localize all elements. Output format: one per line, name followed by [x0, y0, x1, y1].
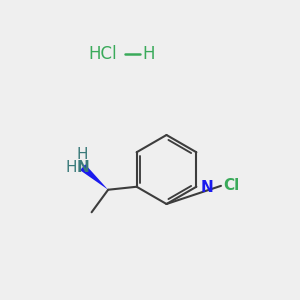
Text: N: N — [200, 180, 213, 195]
Text: HCl: HCl — [88, 45, 117, 63]
Polygon shape — [80, 164, 108, 190]
Text: H: H — [142, 45, 155, 63]
Text: H: H — [77, 147, 88, 162]
Text: Cl: Cl — [224, 178, 240, 193]
Text: H: H — [65, 160, 77, 175]
Text: N: N — [76, 160, 89, 175]
